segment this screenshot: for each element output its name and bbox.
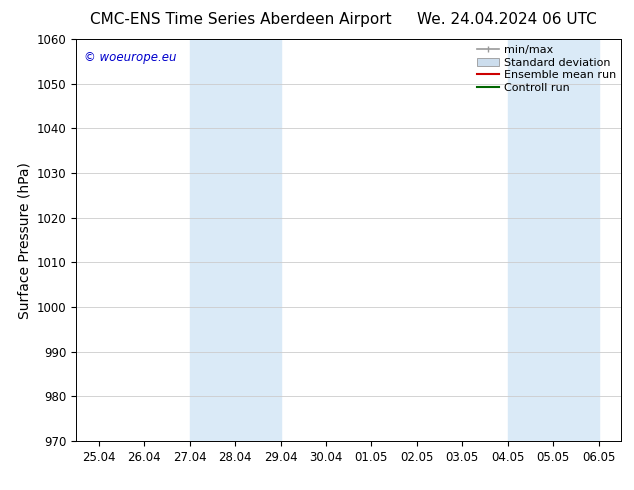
Text: We. 24.04.2024 06 UTC: We. 24.04.2024 06 UTC: [417, 12, 597, 27]
Text: CMC-ENS Time Series Aberdeen Airport: CMC-ENS Time Series Aberdeen Airport: [90, 12, 392, 27]
Bar: [190, 39, 280, 441]
Y-axis label: Surface Pressure (hPa): Surface Pressure (hPa): [17, 162, 31, 318]
Legend: min/max, Standard deviation, Ensemble mean run, Controll run: min/max, Standard deviation, Ensemble me…: [475, 43, 618, 96]
Bar: [508, 39, 598, 441]
Text: © woeurope.eu: © woeurope.eu: [84, 51, 177, 64]
